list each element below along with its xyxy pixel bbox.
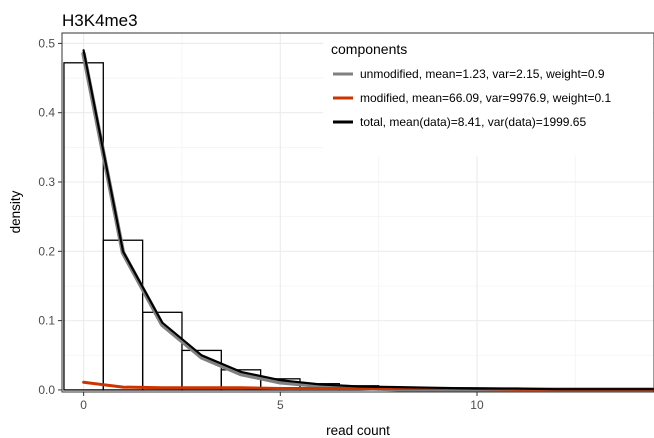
legend-title: components xyxy=(331,41,407,57)
y-tick-label: 0.2 xyxy=(38,244,55,258)
y-tick-label: 0.4 xyxy=(38,106,55,120)
y-tick-label: 0.0 xyxy=(38,383,55,397)
chart-title: H3K4me3 xyxy=(62,11,138,30)
legend: components unmodified, mean=1.23, var=2.… xyxy=(323,34,653,156)
x-tick-label: 0 xyxy=(80,398,87,412)
series-line-3 xyxy=(82,49,654,391)
y-tick-label: 0.3 xyxy=(38,175,55,189)
legend-label-3: total, mean(data)=8.41, var(data)=1999.6… xyxy=(360,115,586,129)
y-tick-label: 0.1 xyxy=(38,314,55,328)
x-axis: 0 5 10 xyxy=(80,392,484,412)
x-tick-label: 5 xyxy=(277,398,284,412)
plot-border xyxy=(61,32,654,393)
y-axis-title: density xyxy=(8,190,23,233)
x-tick-label: 10 xyxy=(470,398,484,412)
y-axis: 0.0 0.1 0.2 0.3 0.4 0.5 xyxy=(38,36,62,397)
legend-label-1: unmodified, mean=1.23, var=2.15, weight=… xyxy=(360,67,605,81)
x-axis-title: read count xyxy=(326,423,390,438)
series-lines xyxy=(81,49,654,393)
legend-background xyxy=(323,34,653,156)
legend-label-2: modified, mean=66.09, var=9976.9, weight… xyxy=(360,91,612,105)
y-tick-label: 0.5 xyxy=(38,36,55,50)
